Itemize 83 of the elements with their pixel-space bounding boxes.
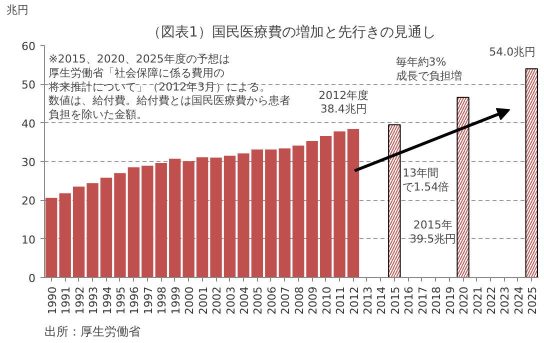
bar <box>306 141 318 278</box>
bar <box>114 173 126 278</box>
x-tick-label: 2001 <box>196 286 210 314</box>
bar <box>238 153 250 278</box>
x-tick-label: 2016 <box>402 286 416 314</box>
bar <box>196 157 208 278</box>
x-tick-label: 2020 <box>458 286 471 314</box>
x-tick-label: 1994 <box>100 286 114 314</box>
y-tick-label: 0 <box>28 272 36 285</box>
bar <box>320 136 332 278</box>
y-tick-label: 60 <box>22 40 36 53</box>
bar <box>155 163 167 278</box>
bar <box>86 183 98 278</box>
x-tick-label: 2015 <box>388 286 402 314</box>
y-tick-label: 20 <box>22 194 36 208</box>
x-tick-label: 2017 <box>416 286 430 314</box>
x-tick-label: 2004 <box>238 286 251 314</box>
bar <box>251 150 264 278</box>
bar <box>334 131 346 278</box>
annotation: 2012年度 <box>318 88 369 102</box>
bar <box>278 148 290 278</box>
y-tick-label: 40 <box>22 117 36 130</box>
y-axis-title: 兆円 <box>6 4 28 16</box>
x-tick-label: 2009 <box>306 286 320 314</box>
x-tick-label: 2018 <box>430 286 444 314</box>
annotation: 将来推計について」（2012年3月）による。 <box>48 80 271 94</box>
annotation: ※2015、2020、2025年度の予想は <box>48 52 230 66</box>
text: 出所：厚生労働省 <box>44 324 140 338</box>
y-tick-label: 30 <box>22 156 36 169</box>
x-tick-label: 1997 <box>142 286 155 314</box>
chart-title: （図表1）国民医療費の増加と先行きの見通し <box>147 24 436 40</box>
annotation: 厚生労働省「社会保障に係る費用の <box>48 66 225 80</box>
x-tick-label: 2000 <box>183 286 196 314</box>
annotation: 成長で負担増 <box>396 69 462 82</box>
annotation: 39.5兆円 <box>410 232 456 246</box>
x-tick-label: 1993 <box>87 286 100 314</box>
x-tick-label: 2008 <box>292 286 306 314</box>
bar <box>210 158 222 278</box>
x-tick-label: 2022 <box>484 286 498 314</box>
bar <box>169 158 181 278</box>
x-tick-label: 2013 <box>361 286 374 314</box>
bar <box>46 198 58 278</box>
x-tick-label: 2012 <box>348 286 361 314</box>
bar <box>224 156 236 278</box>
x-tick-label: 2006 <box>265 286 278 314</box>
annotation: 2015年 <box>413 218 452 232</box>
x-tick-label: 1998 <box>156 286 169 314</box>
x-tick-label: 2014 <box>375 286 388 314</box>
x-tick-label: 2003 <box>224 286 238 314</box>
bar <box>128 167 140 278</box>
x-tick-label: 2023 <box>498 286 512 314</box>
annotation: 数値は、給付費。給付費とは国民医療費から患者 <box>48 94 291 108</box>
annotation: 負担を除いた金額。 <box>48 108 148 122</box>
x-tick-label: 2002 <box>210 286 224 314</box>
x-tick-label: 2007 <box>279 286 292 314</box>
x-tick-label: 1999 <box>169 286 182 314</box>
x-tick-label: 1991 <box>60 286 73 314</box>
annotation: 54.0兆円 <box>489 46 536 58</box>
bar <box>265 150 277 278</box>
x-tick-label: 1992 <box>73 286 86 314</box>
x-tick-label: 2010 <box>320 286 334 314</box>
x-tick-label: 2005 <box>252 286 265 314</box>
x-tick-label: 2021 <box>471 286 484 314</box>
x-tick-label: 2011 <box>334 286 348 314</box>
bar <box>182 161 194 278</box>
bar <box>100 178 112 278</box>
bar <box>347 129 360 278</box>
annotation: で1.54倍 <box>402 180 450 194</box>
x-tick-label: 1990 <box>46 286 59 314</box>
bar <box>142 166 154 278</box>
y-tick-label: 10 <box>22 233 36 246</box>
bar <box>292 146 304 278</box>
x-tick-label: 2024 <box>512 286 526 314</box>
x-tick-label: 2025 <box>526 286 540 314</box>
bar <box>72 186 85 278</box>
y-tick-label: 50 <box>22 78 36 92</box>
annotation: 38.4兆円 <box>320 102 367 116</box>
x-tick-label: 2019 <box>444 286 457 314</box>
x-tick-label: 1996 <box>128 286 142 314</box>
annotation: 毎年約3% <box>396 56 446 69</box>
bar <box>59 193 71 278</box>
x-tick-label: 1995 <box>114 286 128 314</box>
annotation: 13年間 <box>402 166 439 180</box>
